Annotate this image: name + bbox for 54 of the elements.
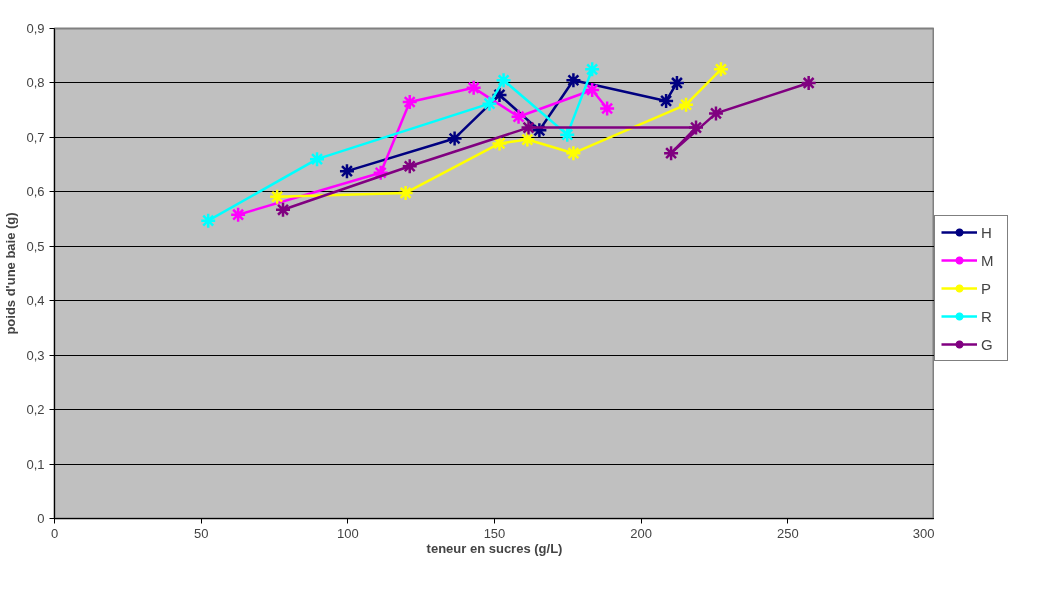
point	[510, 108, 527, 125]
point	[401, 157, 418, 175]
point	[446, 130, 463, 147]
point	[338, 162, 356, 180]
x-tick-label: 50	[193, 525, 209, 541]
point	[520, 119, 537, 136]
x-tick-label: 300	[912, 525, 935, 541]
point	[397, 184, 414, 202]
y-tick-label: 0,5	[26, 238, 45, 254]
legend-label: R	[981, 307, 993, 325]
point	[308, 150, 326, 168]
x-tick-label: 100	[336, 525, 359, 541]
legend-label: H	[981, 223, 993, 241]
point	[401, 93, 418, 111]
y-tick-label: 0	[37, 511, 45, 526]
point	[465, 79, 482, 97]
legend-label: P	[981, 279, 992, 297]
point	[598, 100, 616, 117]
point	[687, 119, 705, 136]
y-tick-label: 0,6	[26, 184, 45, 200]
point	[565, 71, 582, 89]
x-axis-title: teneur en sucres (g/L)	[426, 540, 563, 556]
point	[229, 206, 247, 223]
point	[657, 92, 675, 110]
point	[662, 144, 680, 162]
x-tick-label: 200	[630, 525, 653, 541]
point	[668, 74, 686, 92]
y-tick-label: 0,2	[26, 402, 45, 418]
y-tick-label: 0,4	[26, 293, 45, 309]
y-tick-label: 0,3	[26, 347, 45, 363]
x-tick-label: 150	[483, 525, 506, 541]
y-tick-label: 0,8	[26, 75, 45, 91]
y-tick-label: 0,7	[26, 129, 45, 145]
x-tick-label: 0	[50, 525, 59, 541]
point	[199, 212, 217, 229]
point	[677, 96, 695, 113]
point	[583, 61, 601, 78]
y-tick-label: 0,9	[26, 21, 45, 36]
point	[712, 61, 730, 78]
point	[559, 126, 576, 143]
point	[583, 81, 601, 99]
point	[519, 131, 536, 148]
point	[800, 74, 817, 92]
point	[481, 95, 498, 112]
x-tick-label: 250	[776, 525, 799, 541]
legend-label: M	[981, 251, 995, 269]
point	[707, 105, 725, 122]
y-tick-label: 0,1	[26, 456, 45, 472]
point	[495, 71, 512, 89]
point	[565, 144, 582, 162]
point	[274, 201, 292, 219]
point	[268, 188, 286, 205]
legend-label: G	[981, 335, 994, 353]
y-axis-title: poids d'une baie (g)	[3, 212, 19, 335]
